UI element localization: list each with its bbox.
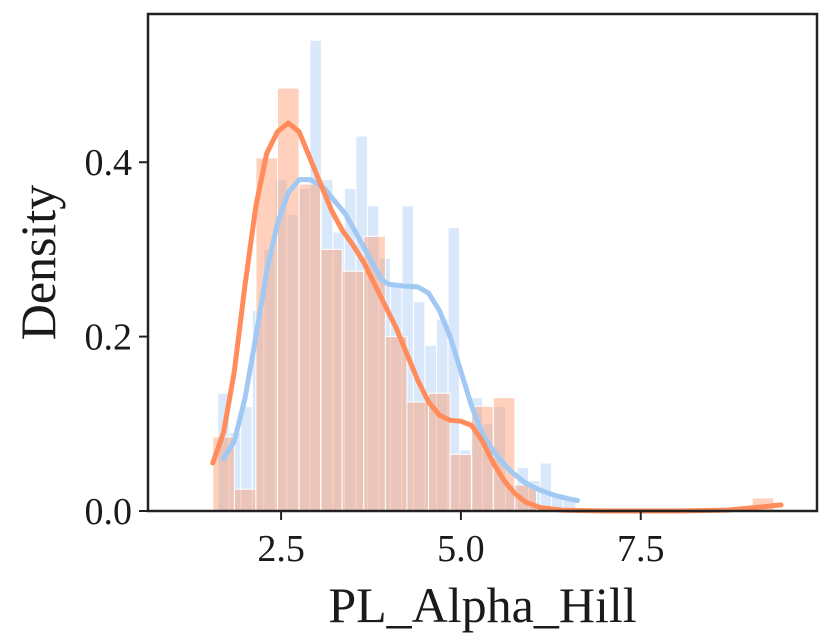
kde-curve-series-2 bbox=[210, 120, 784, 514]
x-axis-ticks: 2.5 5.0 7.5 bbox=[257, 511, 665, 570]
x-tick-label: 5.0 bbox=[437, 528, 485, 570]
y-tick-label: 0.2 bbox=[85, 317, 133, 359]
histogram-bar-series-2-bin-4 bbox=[276, 87, 300, 512]
kde-curve-series-1 bbox=[221, 177, 580, 504]
y-tick-label: 0.0 bbox=[85, 491, 133, 533]
histogram-bar-series-2-bin-11 bbox=[428, 392, 451, 512]
histogram-bar-series-2-bin-10 bbox=[406, 401, 430, 512]
kde-curves bbox=[210, 120, 784, 514]
y-axis-title: Density bbox=[10, 185, 66, 341]
histogram-bar-series-2-bin-12 bbox=[449, 453, 473, 512]
histogram-bar-series-2-bin-2 bbox=[233, 488, 257, 512]
histogram-bar-series-2-bin-5 bbox=[298, 183, 322, 512]
histogram-bar-series-2-bin-6 bbox=[320, 248, 343, 512]
histogram-bar-series-1-bin-29 bbox=[539, 462, 553, 512]
y-axis-ticks: 0.0 0.2 0.4 bbox=[85, 142, 148, 533]
y-tick-label: 0.4 bbox=[85, 142, 133, 184]
plot-frame bbox=[146, 12, 819, 513]
histogram-bar-series-2-bin-9 bbox=[384, 336, 408, 512]
x-tick-label: 7.5 bbox=[617, 528, 665, 570]
histogram-bar-series-2-bin-3 bbox=[255, 157, 278, 512]
histogram-bar-series-2-bin-7 bbox=[341, 270, 365, 512]
histogram-bars bbox=[212, 39, 775, 512]
x-tick-label: 2.5 bbox=[257, 528, 305, 570]
x-axis-title: PL_Alpha_Hill bbox=[328, 577, 636, 633]
